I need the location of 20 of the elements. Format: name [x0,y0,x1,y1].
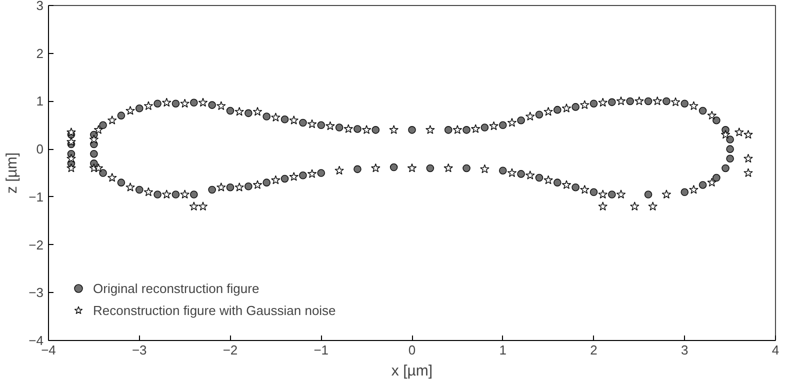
x-tick-label: 4 [772,342,780,358]
x-tick-label: 3 [681,342,688,358]
y-tick-label: 1 [36,94,44,109]
y-tick-label: −3 [28,285,44,300]
y-tick-label: 3 [36,0,44,13]
y-tick-label: −4 [28,333,44,348]
x-tick-label: 2 [590,342,598,358]
x-axis-title: x [µm] [391,362,433,380]
y-tick-label: −1 [28,189,44,204]
y-axis-title: z [µm] [4,152,21,194]
y-tick-label: −2 [28,237,44,252]
legend-label: Original reconstruction figure [93,280,260,296]
x-tick-label: 0 [408,342,416,358]
legend-label: Reconstruction figure with Gaussian noise [93,302,336,318]
x-tick-label: −3 [132,342,147,358]
x-tick-label: 1 [499,342,506,358]
y-tick-label: 0 [36,142,44,157]
x-tick-label: −2 [222,342,238,358]
y-tick-label: 2 [36,46,44,61]
x-tick-label: −1 [314,342,329,358]
